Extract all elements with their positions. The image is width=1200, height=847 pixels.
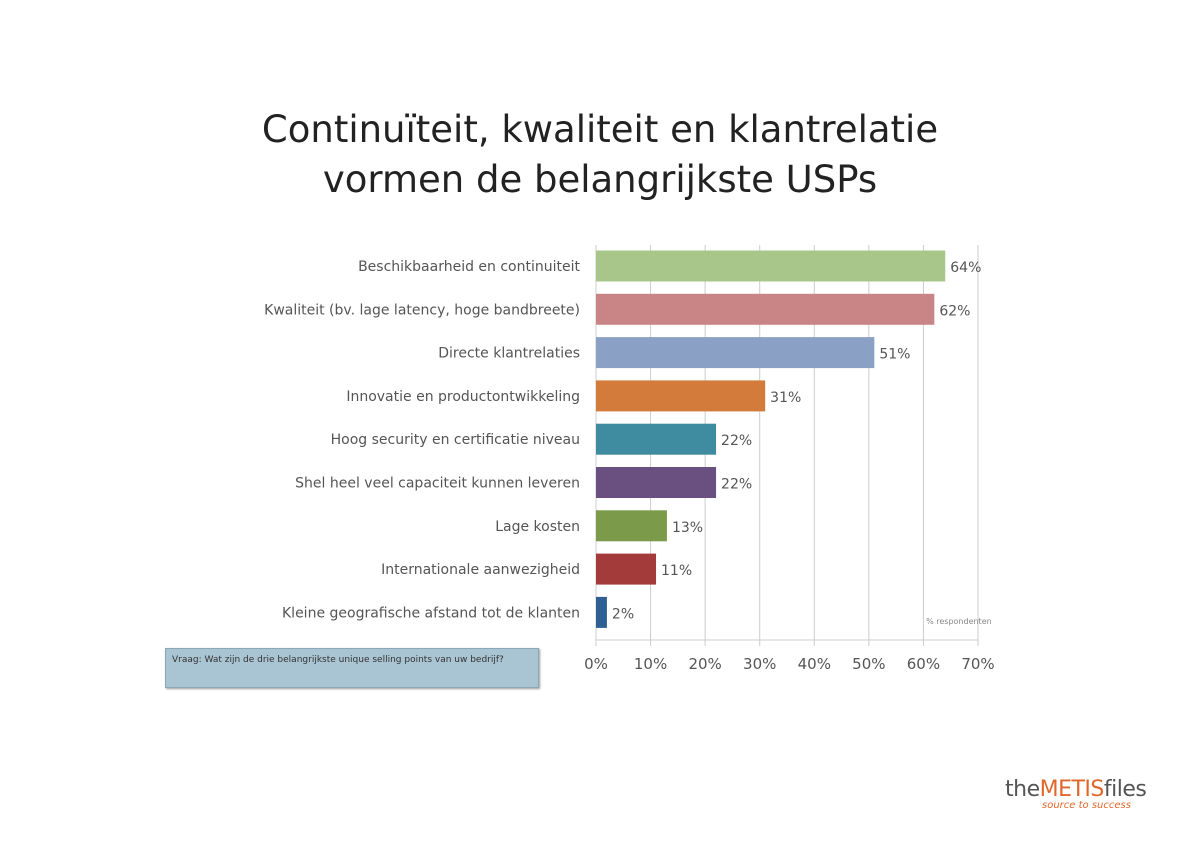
chart-title: Continuïteit, kwaliteit en klantrelatie …	[0, 105, 1200, 205]
logo-the: the	[1005, 777, 1040, 802]
bar	[596, 596, 607, 628]
bar	[596, 423, 717, 455]
x-tick-label: 60%	[907, 655, 940, 673]
x-tick-label: 10%	[634, 655, 667, 673]
data-label: 51%	[879, 347, 910, 363]
bar	[596, 250, 946, 282]
x-tick-label: 70%	[961, 655, 994, 673]
chart-title-line-1: Continuïteit, kwaliteit en klantrelatie	[261, 108, 939, 151]
category-label: Lage kosten	[495, 519, 580, 535]
data-label: 11%	[661, 563, 692, 579]
category-label: Innovatie en productontwikkeling	[346, 389, 580, 405]
bar	[596, 293, 935, 325]
category-label: Kleine geografische afstand tot de klant…	[282, 605, 580, 621]
data-label: 64%	[950, 260, 981, 276]
bar	[596, 510, 667, 542]
category-label: Shel heel veel capaciteit kunnen leveren	[295, 476, 580, 492]
x-tick-label: 30%	[743, 655, 776, 673]
logo: theMETISfiles	[1005, 777, 1147, 802]
category-label: Internationale aanwezigheid	[381, 562, 580, 578]
bar	[596, 467, 717, 498]
data-label: 62%	[939, 303, 970, 319]
category-label: Kwaliteit (bv. lage latency, hoge bandbr…	[264, 302, 580, 318]
question-box: Vraag: Wat zijn de drie belangrijkste un…	[165, 648, 539, 688]
x-tick-label: 50%	[852, 655, 885, 673]
logo-tagline: source to success	[1042, 800, 1131, 811]
bar	[596, 337, 875, 369]
bar	[596, 380, 766, 412]
data-label: 31%	[770, 390, 801, 406]
category-label: Directe klantrelaties	[438, 346, 580, 362]
chart-title-line-2: vormen de belangrijkste USPs	[322, 158, 878, 201]
category-label: Hoog security en certificatie niveau	[331, 432, 580, 448]
data-label: 22%	[721, 477, 752, 493]
data-label: 2%	[612, 606, 634, 622]
x-tick-label: 40%	[798, 655, 831, 673]
data-label: 22%	[721, 433, 752, 449]
data-label: 13%	[672, 520, 703, 536]
bar	[596, 553, 657, 585]
logo-files: files	[1103, 777, 1147, 802]
category-label: Beschikbaarheid en continuiteit	[358, 259, 580, 275]
x-axis-label: % respondenten	[926, 617, 992, 626]
x-tick-label: 20%	[688, 655, 721, 673]
logo-metis: METIS	[1039, 777, 1105, 802]
x-tick-label: 0%	[584, 655, 608, 673]
